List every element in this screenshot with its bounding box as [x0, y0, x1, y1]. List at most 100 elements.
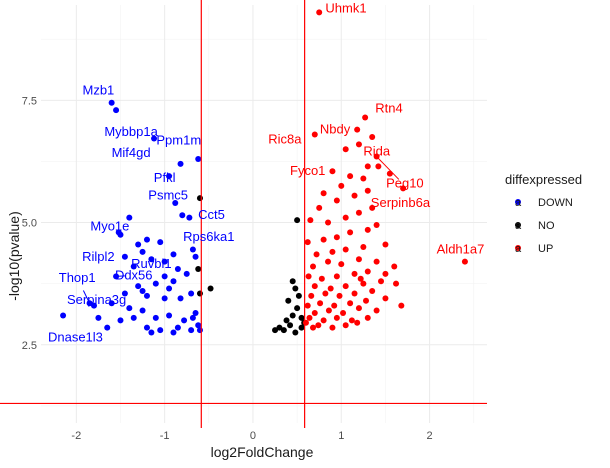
- point-up: [347, 229, 354, 236]
- point-up: [305, 273, 312, 280]
- gene-label: Rida: [363, 144, 391, 159]
- gene-label: Nbdy: [320, 122, 351, 137]
- point-down: [108, 300, 115, 307]
- point-up: [340, 310, 347, 316]
- point-up: [382, 241, 389, 248]
- point-down: [189, 314, 196, 321]
- gene-label: Rilpl2: [82, 249, 115, 264]
- point-up: [316, 204, 323, 211]
- point-up: [338, 182, 345, 189]
- point-up: [320, 190, 327, 197]
- point-down: [170, 251, 177, 258]
- point-down: [166, 173, 173, 180]
- point-up: [329, 324, 336, 331]
- point-down: [161, 258, 168, 265]
- point-up: [304, 239, 311, 246]
- point-down: [130, 263, 137, 270]
- point-up: [382, 270, 389, 277]
- point-down: [161, 295, 168, 302]
- point-up: [311, 131, 318, 138]
- point-up: [348, 317, 355, 324]
- point-down: [152, 280, 159, 287]
- point-no: [289, 278, 296, 285]
- point-down: [174, 266, 181, 272]
- point-up: [320, 236, 327, 243]
- gene-label: Mif4gd: [112, 145, 151, 160]
- point-up: [360, 280, 367, 287]
- point-up: [342, 246, 349, 253]
- point-up: [310, 263, 317, 270]
- point-no: [285, 297, 292, 304]
- point-up: [322, 290, 329, 297]
- point-down: [166, 285, 173, 292]
- point-up: [378, 278, 385, 285]
- point-down: [135, 241, 142, 248]
- x-tick-label: 1: [338, 430, 344, 442]
- gene-label: Thop1: [59, 270, 96, 285]
- point-up: [373, 307, 380, 314]
- point-down: [186, 214, 193, 221]
- point-no: [272, 327, 279, 334]
- x-axis-title: log2FoldChange: [211, 444, 314, 460]
- point-up: [347, 173, 354, 180]
- gene-label: Mzb1: [83, 83, 115, 98]
- gene-label: Cct5: [198, 207, 225, 222]
- point-up: [336, 292, 343, 299]
- point-no: [196, 290, 203, 297]
- point-up: [355, 141, 362, 148]
- legend-key-glyph: a: [515, 220, 522, 232]
- point-down: [130, 314, 137, 321]
- point-up: [373, 258, 380, 265]
- point-no: [276, 324, 283, 331]
- gene-label: Myo1e: [90, 218, 129, 233]
- point-no: [292, 329, 299, 336]
- point-down: [181, 317, 188, 324]
- point-down: [157, 239, 164, 246]
- point-up: [400, 185, 407, 192]
- point-up: [333, 234, 340, 241]
- point-up: [318, 275, 325, 282]
- point-no: [287, 322, 294, 329]
- point-down: [195, 156, 202, 162]
- x-tick-label: 2: [427, 430, 433, 442]
- legend-key-glyph: a: [515, 197, 522, 209]
- point-up: [347, 300, 354, 307]
- point-up: [398, 302, 405, 309]
- legend: diffexpressed a DOWN a NO a UP: [505, 172, 582, 255]
- point-up: [391, 263, 398, 270]
- point-up: [304, 302, 311, 309]
- point-up: [331, 302, 338, 309]
- point-down: [172, 200, 179, 206]
- point-down: [148, 329, 155, 336]
- gene-label: Ddx56: [115, 267, 153, 282]
- point-down: [113, 107, 120, 114]
- y-tick-label: 7.5: [22, 95, 37, 107]
- legend-label-down: DOWN: [538, 197, 573, 209]
- legend-key-down: [515, 199, 521, 205]
- point-down: [152, 314, 159, 321]
- point-up: [360, 175, 367, 182]
- point-down: [90, 302, 97, 309]
- point-up: [325, 307, 332, 314]
- point-down: [157, 327, 164, 334]
- point-down: [170, 329, 177, 336]
- point-down: [192, 310, 199, 316]
- point-up: [313, 251, 320, 258]
- point-up: [315, 322, 322, 329]
- point-down: [135, 283, 142, 290]
- point-down: [183, 270, 190, 277]
- grid: [41, 5, 487, 423]
- point-down: [148, 256, 155, 263]
- gene-labels: Uhmk1 Rtn4 Nbdy Ric8a Rida Fyco1 Peg10 Serpinb6…: [48, 0, 484, 344]
- y-tick-label: 5.0: [22, 218, 37, 230]
- point-up: [382, 295, 389, 302]
- legend-key-up: [515, 245, 521, 251]
- legend-key-no: [515, 222, 521, 228]
- point-up: [393, 280, 400, 287]
- point-up: [325, 219, 332, 226]
- point-up: [364, 226, 371, 233]
- gene-label: Uhmk1: [325, 0, 366, 15]
- point-up: [311, 310, 318, 316]
- point-down: [170, 278, 177, 285]
- point-up: [355, 305, 362, 312]
